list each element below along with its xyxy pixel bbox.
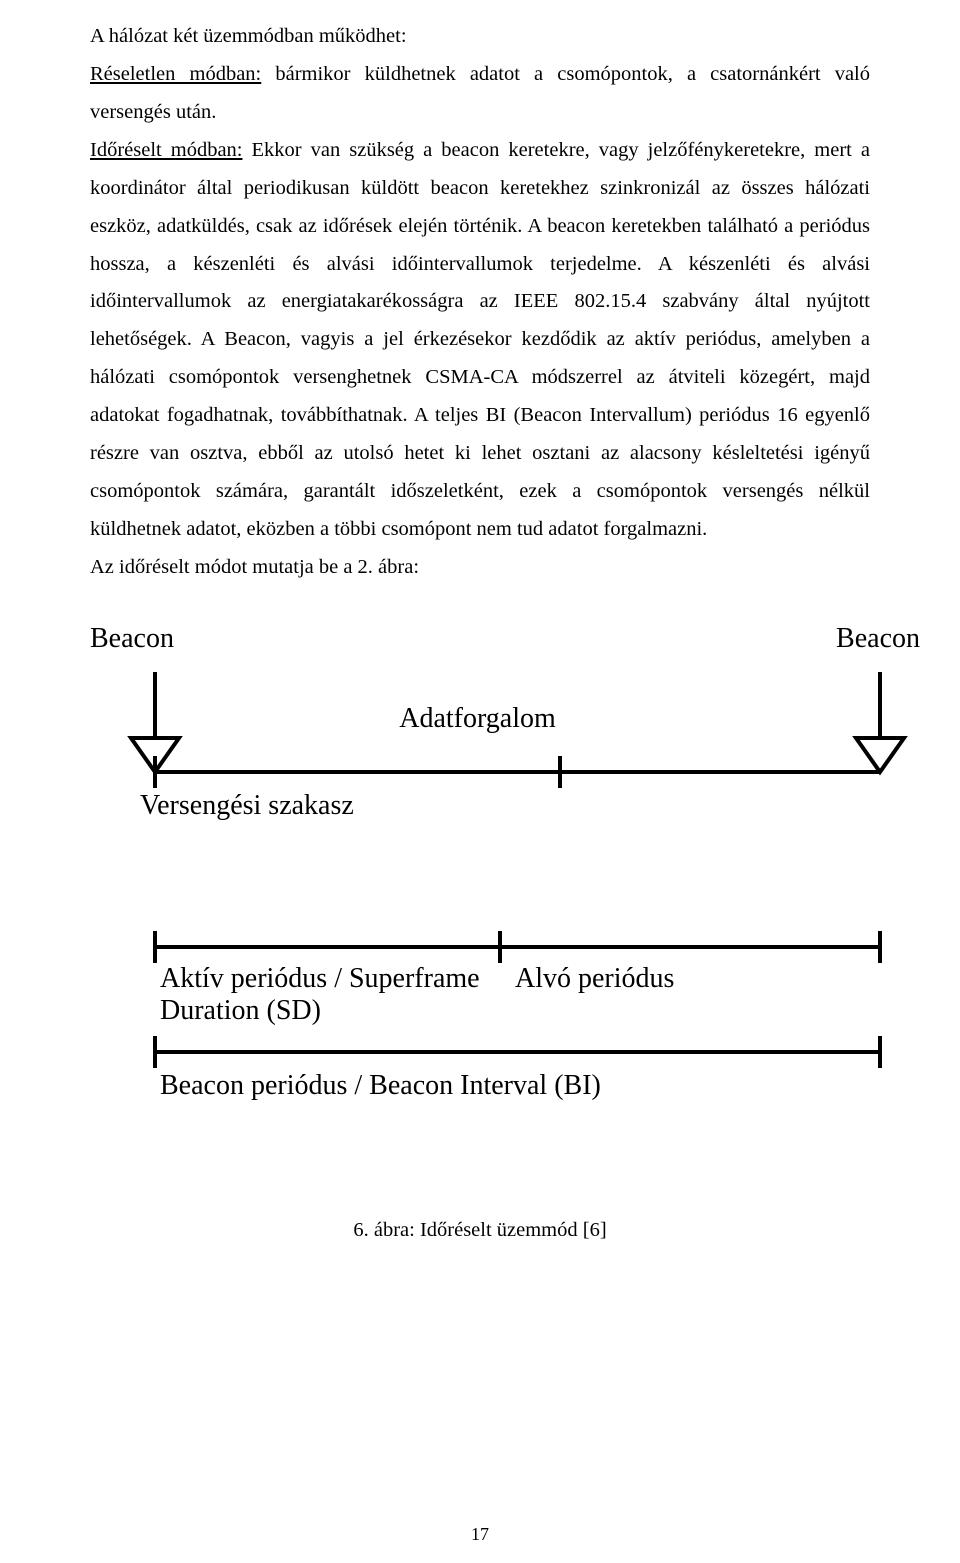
paragraph-idoreselt: Időréselt módban: Ekkor van szükség a be… [90,132,870,549]
body-text: A hálózat két üzemmódban működhet: Résel… [90,18,870,587]
svg-text:Beacon: Beacon [836,623,920,654]
svg-text:Aktív periódus / Superframe: Aktív periódus / Superframe [160,963,480,994]
svg-text:Beacon periódus / Beacon Inter: Beacon periódus / Beacon Interval (BI) [160,1070,601,1101]
paragraph-idoreselt-rest: Ekkor van szükség a beacon keretekre, va… [90,139,870,540]
timing-diagram-svg: Beacon Beacon Adatforgalom Versengési szaka… [90,617,920,1127]
paragraph-reseletlen: Réseletlen módban: bármikor küldhetnek a… [90,56,870,132]
page-number: 17 [0,1524,960,1545]
mode-label-reseletlen: Réseletlen módban: [90,63,261,85]
timing-diagram: BeaconBeaconAdatforgalomVersengési szaka… [90,617,870,1127]
paragraph-intro: A hálózat két üzemmódban működhet: [90,18,870,56]
figure-caption: 6. ábra: Időréselt üzemmód [6] [90,1219,870,1242]
svg-text:Alvó periódus: Alvó periódus [515,963,674,994]
document-page: A hálózat két üzemmódban működhet: Résel… [0,0,960,1563]
svg-text:Versengési szakasz: Versengési szakasz [140,790,354,821]
svg-text:Duration (SD): Duration (SD) [160,995,321,1026]
mode-label-idoreselt: Időréselt módban: [90,139,242,161]
paragraph-figure-ref: Az időréselt módot mutatja be a 2. ábra: [90,549,870,587]
svg-text:Adatforgalom: Adatforgalom [399,703,556,734]
svg-text:Beacon: Beacon [90,623,174,654]
